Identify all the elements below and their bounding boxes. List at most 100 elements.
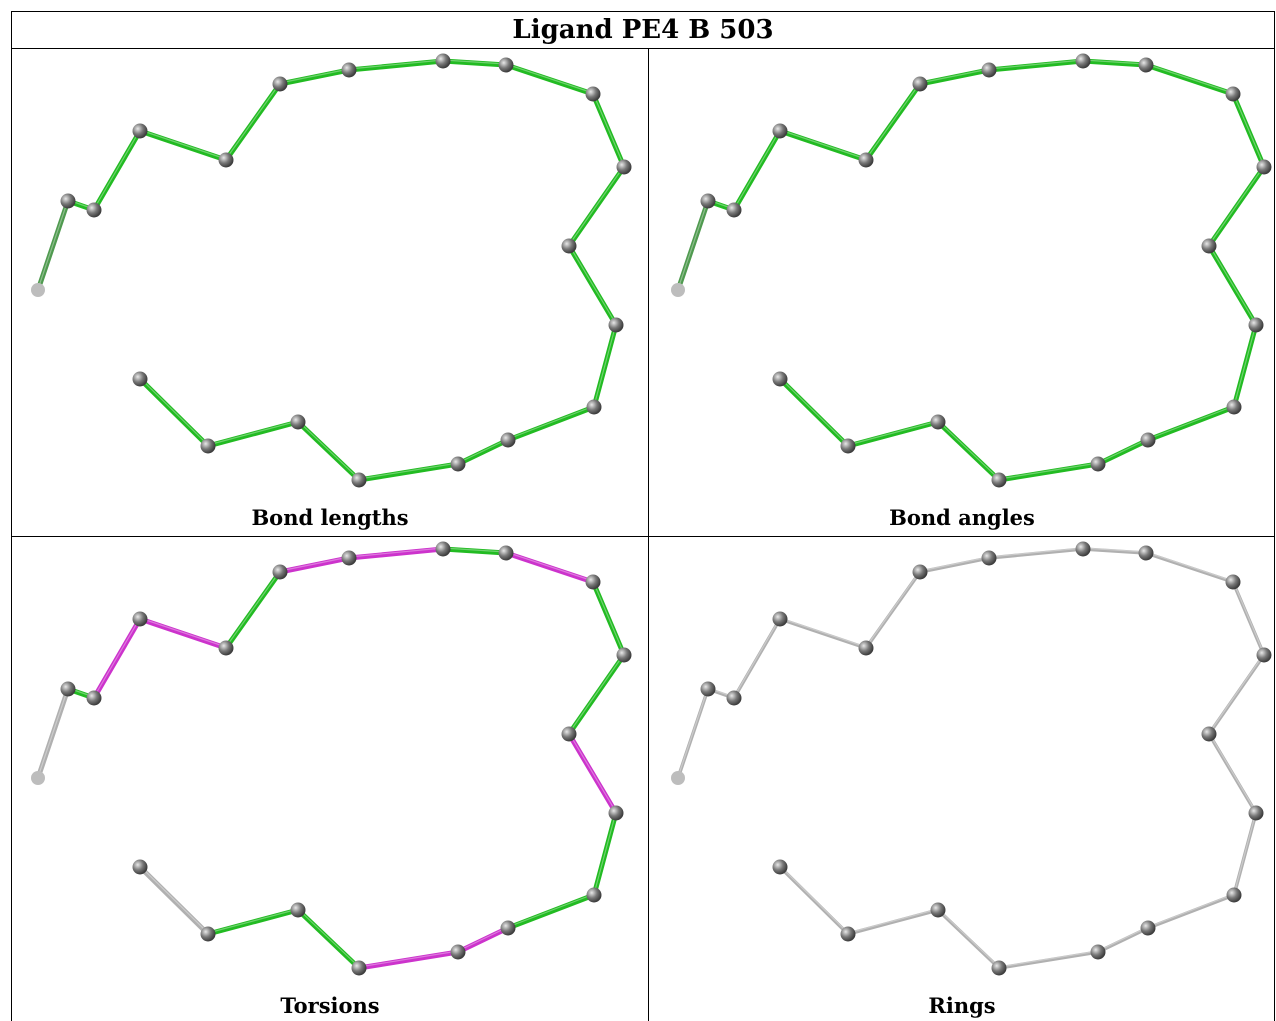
bond xyxy=(986,58,1086,73)
bond xyxy=(35,686,71,781)
bond-highlight xyxy=(919,556,990,572)
bond-highlight xyxy=(998,462,1099,480)
panel-torsions: Torsions xyxy=(12,537,648,1021)
atom xyxy=(912,76,928,92)
divider-top xyxy=(11,48,1275,49)
bond-highlight xyxy=(1233,323,1257,407)
bond-highlight xyxy=(297,908,360,968)
bond xyxy=(566,731,619,816)
atom xyxy=(450,944,466,960)
bond xyxy=(1206,243,1259,328)
atom xyxy=(500,432,516,448)
bond xyxy=(566,164,627,249)
bond xyxy=(346,58,446,73)
atom xyxy=(1075,53,1091,69)
atom xyxy=(772,123,788,139)
bond-highlight xyxy=(865,82,921,160)
bond-highlight xyxy=(505,63,594,94)
panel-bond-lengths: Bond lengths xyxy=(12,49,648,536)
bond-highlight xyxy=(93,617,141,698)
atom xyxy=(132,611,148,627)
bond xyxy=(675,198,711,293)
bond-highlight xyxy=(225,82,281,160)
bond xyxy=(1231,580,1266,657)
atom xyxy=(616,159,632,175)
atom xyxy=(608,317,624,333)
bond-highlight xyxy=(779,617,867,648)
atom xyxy=(840,926,856,942)
bond-highlight xyxy=(1145,63,1234,94)
bond-highlight xyxy=(865,570,921,648)
atom xyxy=(500,920,516,936)
bond-highlight xyxy=(279,68,350,84)
bond xyxy=(223,81,283,163)
bond-highlight xyxy=(358,462,459,480)
bond xyxy=(205,907,301,937)
bond xyxy=(356,461,461,483)
bond-highlight xyxy=(592,92,625,167)
bond xyxy=(778,617,868,650)
atom xyxy=(586,887,602,903)
bond-highlight xyxy=(1147,405,1235,440)
atom xyxy=(858,152,874,168)
bond-highlight xyxy=(988,59,1084,70)
atom xyxy=(272,564,288,580)
atom xyxy=(608,805,624,821)
atom xyxy=(86,202,102,218)
bond xyxy=(503,62,596,97)
bond xyxy=(917,67,992,87)
bond xyxy=(1144,551,1235,584)
bond xyxy=(845,419,941,449)
bond-highlight xyxy=(279,556,350,572)
atom xyxy=(200,438,216,454)
atom xyxy=(858,640,874,656)
atom xyxy=(1201,726,1217,742)
atom xyxy=(1075,541,1091,557)
bond-highlight xyxy=(297,420,360,480)
bond-highlight xyxy=(139,617,227,648)
bond-highlight xyxy=(1097,438,1149,464)
bond-highlight xyxy=(847,908,939,934)
divider-middle xyxy=(11,536,1275,537)
bond xyxy=(591,322,619,410)
atom xyxy=(700,681,716,697)
atom xyxy=(435,541,451,557)
bond-highlight xyxy=(139,377,209,446)
bond-highlight xyxy=(733,129,781,210)
bond-highlight xyxy=(937,908,1000,968)
atom xyxy=(1248,317,1264,333)
bond-highlight xyxy=(139,129,227,160)
bond-highlight xyxy=(1145,551,1234,582)
atom xyxy=(1256,647,1272,663)
molecule-view xyxy=(671,541,1272,976)
atom xyxy=(1226,887,1242,903)
bond-highlight xyxy=(988,547,1084,558)
atom xyxy=(981,62,997,78)
atom xyxy=(218,152,234,168)
bond xyxy=(1206,164,1267,249)
bond xyxy=(277,67,352,87)
figure-title: Ligand PE4 B 503 xyxy=(512,15,774,45)
atom xyxy=(991,472,1007,488)
bond-highlight xyxy=(1097,926,1149,952)
divider-vertical xyxy=(648,48,649,1021)
bond xyxy=(731,128,783,213)
bond-highlight xyxy=(568,653,625,734)
bond-highlight xyxy=(677,199,709,290)
bond-highlight xyxy=(442,547,507,553)
bond xyxy=(732,617,782,700)
atom xyxy=(585,86,601,102)
bond-highlight xyxy=(37,687,69,778)
atom xyxy=(341,550,357,566)
bond xyxy=(1230,91,1267,170)
bond-highlight xyxy=(1232,580,1265,655)
atom xyxy=(1201,238,1217,254)
atom xyxy=(585,574,601,590)
atom xyxy=(498,545,514,561)
bond xyxy=(1095,437,1151,467)
bond xyxy=(591,810,619,898)
bond xyxy=(205,419,301,449)
atom xyxy=(1138,545,1154,561)
atom xyxy=(290,902,306,918)
bond-highlight xyxy=(1082,59,1147,65)
